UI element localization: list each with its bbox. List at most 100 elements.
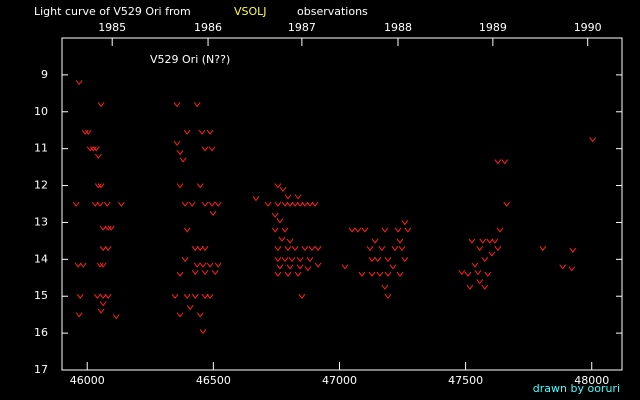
point: [301, 201, 309, 207]
point: [496, 227, 504, 233]
point: [96, 201, 104, 207]
point: [103, 201, 111, 207]
point: [284, 194, 292, 200]
point: [559, 264, 567, 270]
point: [281, 227, 289, 233]
point: [186, 304, 194, 311]
point: [368, 271, 376, 277]
annotation: V529 Ori (N??): [150, 53, 230, 66]
point: [183, 293, 191, 300]
point: [201, 293, 209, 300]
point: [201, 146, 209, 152]
point: [296, 264, 304, 270]
point: [396, 238, 404, 244]
point: [501, 159, 509, 165]
point: [209, 210, 217, 217]
point: [494, 159, 502, 165]
point: [568, 266, 576, 272]
point: [79, 262, 87, 268]
x2-tick-label: 1986: [194, 21, 222, 34]
credit: drawn by ooruri: [533, 382, 620, 395]
x2-tick-label: 1988: [384, 21, 412, 34]
point: [97, 308, 105, 314]
point: [173, 102, 181, 108]
point: [191, 245, 199, 252]
x2-tick-label: 1990: [574, 21, 602, 34]
point: [311, 201, 319, 207]
point: [348, 227, 356, 233]
point: [201, 201, 209, 207]
point: [381, 284, 389, 290]
point: [72, 201, 80, 207]
point: [196, 183, 204, 189]
point: [569, 247, 577, 253]
point: [394, 227, 402, 233]
point: [74, 262, 82, 268]
x-tick-label: 48000: [574, 374, 609, 387]
point: [76, 293, 84, 300]
point: [296, 257, 304, 263]
point: [191, 269, 199, 276]
point: [466, 284, 474, 290]
point: [84, 129, 92, 135]
point: [384, 271, 392, 277]
point: [206, 129, 214, 135]
point: [361, 227, 369, 233]
x-tick-label: 47500: [448, 374, 483, 387]
point: [201, 269, 209, 276]
point: [191, 293, 199, 300]
point: [271, 227, 279, 233]
point: [92, 146, 100, 152]
y-tick-label: 13: [34, 215, 48, 228]
y-tick-label: 9: [41, 68, 48, 81]
x-tick-label: 46000: [70, 374, 105, 387]
point: [107, 225, 115, 231]
point: [291, 201, 299, 207]
point: [306, 201, 314, 207]
x2-tick-label: 1987: [288, 21, 316, 34]
point: [278, 236, 286, 242]
y-tick-label: 16: [34, 326, 48, 339]
point: [97, 183, 105, 189]
x-tick-label: 46500: [196, 374, 231, 387]
point: [214, 201, 222, 207]
point: [188, 201, 196, 207]
point: [176, 150, 184, 156]
point: [296, 201, 304, 207]
point: [503, 201, 511, 207]
point: [276, 264, 284, 270]
point: [274, 183, 282, 189]
point: [104, 293, 112, 300]
point: [208, 201, 216, 207]
point: [183, 129, 191, 135]
point: [314, 262, 322, 268]
y-tick-label: 10: [34, 105, 48, 118]
point: [214, 262, 222, 268]
point: [384, 257, 392, 263]
point: [75, 312, 83, 318]
point: [274, 201, 282, 207]
point: [288, 257, 296, 263]
point: [308, 245, 316, 252]
point: [206, 293, 214, 300]
point: [274, 245, 282, 252]
point: [279, 186, 287, 193]
point: [391, 245, 399, 252]
point: [306, 257, 314, 263]
point: [488, 251, 496, 257]
point: [264, 201, 272, 207]
point: [93, 293, 101, 300]
y-tick-label: 11: [34, 142, 48, 155]
point: [378, 245, 386, 252]
point: [401, 220, 409, 226]
point: [398, 245, 406, 252]
point: [281, 201, 289, 207]
point: [284, 271, 292, 277]
point: [384, 293, 392, 300]
point: [458, 269, 466, 276]
point: [206, 262, 214, 268]
chart-title-end: observations: [297, 5, 368, 18]
point: [301, 245, 309, 252]
point: [176, 312, 184, 318]
point: [96, 262, 104, 268]
